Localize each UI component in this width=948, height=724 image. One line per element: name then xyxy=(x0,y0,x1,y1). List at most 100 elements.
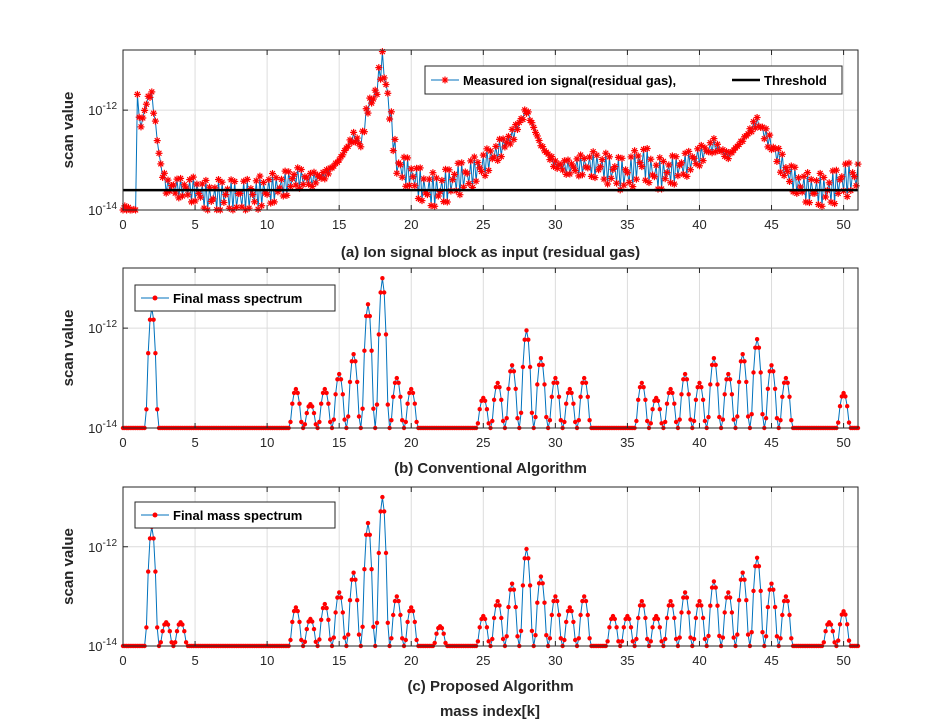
data-point-stroke xyxy=(579,171,586,178)
data-point xyxy=(724,155,732,163)
data-point-stroke xyxy=(786,178,793,185)
data-point xyxy=(522,337,527,342)
data-point xyxy=(526,556,531,561)
data-point xyxy=(311,410,317,416)
data-point xyxy=(142,100,150,108)
data-point xyxy=(295,608,300,614)
data-point xyxy=(751,588,756,594)
data-point xyxy=(753,345,758,350)
data-point-stroke xyxy=(415,195,422,202)
data-point xyxy=(155,407,160,412)
data-point xyxy=(715,382,720,387)
data-point-stroke xyxy=(620,182,627,189)
data-point-stroke xyxy=(260,179,267,186)
data-point xyxy=(147,317,153,322)
data-point xyxy=(765,386,771,391)
data-point-stroke xyxy=(433,175,440,181)
data-point-stroke xyxy=(709,149,715,156)
data-point xyxy=(551,598,556,604)
data-point xyxy=(780,612,785,618)
data-point xyxy=(231,178,239,185)
data-point-stroke xyxy=(150,110,157,117)
data-point-stroke xyxy=(266,176,272,183)
data-point xyxy=(515,416,520,421)
data-point xyxy=(387,108,395,116)
data-point-stroke xyxy=(572,167,579,174)
data-point xyxy=(571,401,576,406)
data-point xyxy=(727,377,733,382)
data-point xyxy=(373,90,381,98)
data-point xyxy=(304,626,309,632)
data-point xyxy=(751,370,756,375)
data-point xyxy=(333,610,338,615)
data-point-stroke xyxy=(375,64,382,71)
data-point xyxy=(650,625,655,630)
data-point-stroke xyxy=(637,159,643,166)
data-point xyxy=(727,595,733,600)
data-point xyxy=(628,625,634,630)
x-tick-label: 40 xyxy=(692,217,706,232)
data-point xyxy=(722,392,727,397)
data-point xyxy=(474,159,482,166)
data-point xyxy=(749,412,754,417)
data-point xyxy=(484,625,490,630)
data-point xyxy=(620,181,628,189)
data-point-stroke xyxy=(644,145,651,152)
data-point xyxy=(773,158,781,165)
data-point xyxy=(165,622,171,627)
data-point-stroke xyxy=(293,182,299,188)
data-point xyxy=(605,153,613,161)
data-point xyxy=(527,364,533,370)
data-point-stroke xyxy=(228,176,234,183)
data-point-stroke xyxy=(844,193,851,200)
data-point xyxy=(380,74,388,82)
data-point-stroke xyxy=(808,176,815,183)
data-point-stroke xyxy=(633,176,640,183)
data-point-stroke xyxy=(320,169,326,176)
data-point xyxy=(499,397,504,402)
data-point xyxy=(482,398,488,403)
data-point-stroke xyxy=(482,172,488,179)
data-point-stroke xyxy=(444,199,451,205)
data-point xyxy=(441,631,446,636)
data-point xyxy=(834,189,842,197)
data-point xyxy=(785,380,790,385)
data-point xyxy=(412,401,417,406)
data-point-stroke xyxy=(671,181,678,187)
y-tick-exponent: -12 xyxy=(103,538,118,549)
data-point xyxy=(331,417,336,422)
data-point xyxy=(357,143,365,151)
data-point xyxy=(369,567,374,572)
data-point-stroke xyxy=(763,125,769,132)
data-point xyxy=(513,386,518,391)
data-point-stroke xyxy=(680,171,687,178)
data-point-stroke xyxy=(702,144,708,151)
data-point-stroke xyxy=(303,175,310,181)
data-point xyxy=(584,164,592,172)
data-point xyxy=(506,386,511,391)
data-point xyxy=(326,617,331,622)
data-point xyxy=(643,615,648,621)
data-point-stroke xyxy=(747,125,753,132)
data-point xyxy=(404,154,412,162)
data-point-stroke xyxy=(446,166,452,173)
data-point xyxy=(160,169,168,177)
data-point-stroke xyxy=(592,174,598,181)
data-point-stroke xyxy=(532,129,539,136)
panel-caption: (c) Proposed Algorithm xyxy=(407,678,573,695)
data-point xyxy=(160,629,165,634)
y-tick-base: 10 xyxy=(88,321,102,336)
data-point-stroke xyxy=(687,166,694,173)
data-point xyxy=(355,598,360,603)
data-point xyxy=(666,603,671,608)
data-point xyxy=(499,615,504,621)
data-point xyxy=(272,174,280,182)
data-point xyxy=(326,401,331,406)
data-point-stroke xyxy=(795,174,802,181)
data-point xyxy=(558,418,563,423)
data-point xyxy=(731,635,736,640)
data-point xyxy=(542,600,547,605)
data-point xyxy=(555,598,560,604)
data-point xyxy=(484,407,490,412)
x-tick-label: 10 xyxy=(260,435,274,450)
